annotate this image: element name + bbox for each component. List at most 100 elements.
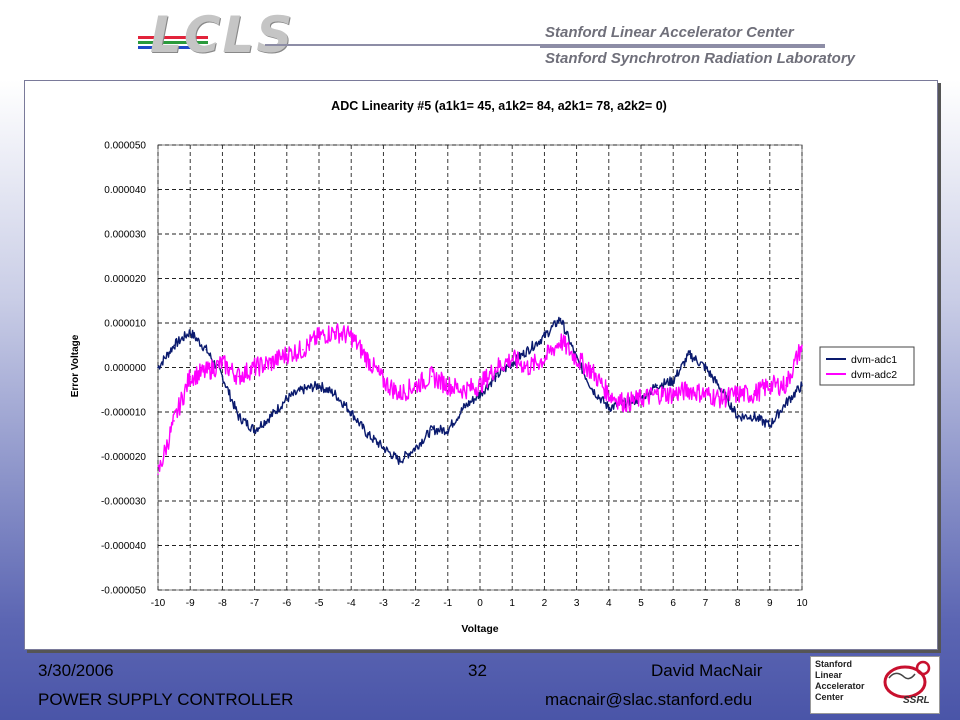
series-line-dvm-adc1 <box>157 316 803 465</box>
series-point-dvm-adc1 <box>591 388 594 391</box>
ssrl-logo: Stanford Linear Accelerator Center SSRL <box>810 656 940 714</box>
lab-name-slac: Stanford Linear Accelerator Center <box>545 24 794 41</box>
series-point-dvm-adc1 <box>189 331 191 333</box>
series-point-dvm-adc2 <box>382 380 385 382</box>
footer-author: David MacNair <box>651 661 763 680</box>
series-line-dvm-adc2 <box>157 323 803 472</box>
series-point-dvm-adc2 <box>398 393 401 396</box>
series-point-dvm-adc2 <box>591 371 594 373</box>
y-tick-label: -0.000050 <box>101 586 146 597</box>
series-point-dvm-adc1 <box>736 415 739 418</box>
series-point-dvm-adc2 <box>350 335 353 338</box>
series-point-dvm-adc1 <box>398 460 401 462</box>
header-divider-lower <box>540 46 825 48</box>
ssrl-badge: SSRL <box>903 695 930 706</box>
series-point-dvm-adc1 <box>479 393 481 396</box>
footer-email: macnair@slac.stanford.edu <box>545 690 753 709</box>
logo-line-3: Accelerator <box>815 681 865 691</box>
series-point-dvm-adc1 <box>334 393 336 396</box>
series-point-dvm-adc1 <box>752 415 755 418</box>
series-point-dvm-adc1 <box>237 415 240 418</box>
series-point-dvm-adc2 <box>559 340 562 342</box>
x-tick-label: 3 <box>574 598 580 609</box>
series-point-dvm-adc1 <box>801 384 803 387</box>
series-point-dvm-adc1 <box>704 366 707 369</box>
series-point-dvm-adc2 <box>189 375 191 378</box>
x-tick-label: 8 <box>735 598 741 609</box>
x-tick-label: -2 <box>411 598 420 609</box>
series-point-dvm-adc1 <box>785 402 787 404</box>
series-point-dvm-adc1 <box>318 384 320 387</box>
series-point-dvm-adc1 <box>221 375 224 378</box>
series-point-dvm-adc1 <box>769 424 771 427</box>
footer-date: 3/30/2006 <box>38 661 114 680</box>
series-point-dvm-adc2 <box>334 331 336 333</box>
series-point-dvm-adc2 <box>801 344 803 347</box>
x-tick-label: -7 <box>250 598 259 609</box>
y-tick-label: 0.000020 <box>104 274 146 285</box>
series-point-dvm-adc2 <box>640 397 642 400</box>
series-point-dvm-adc1 <box>447 429 449 431</box>
x-tick-label: 9 <box>767 598 773 609</box>
x-tick-label: -6 <box>282 598 291 609</box>
series-point-dvm-adc2 <box>286 353 288 355</box>
y-tick-label: 0.000050 <box>104 141 146 152</box>
series-point-dvm-adc1 <box>688 353 691 355</box>
adc-linearity-chart: ADC Linearity #5 (a1k1= 45, a1k2= 84, a2… <box>70 99 915 635</box>
series-point-dvm-adc1 <box>286 397 288 400</box>
series-point-dvm-adc2 <box>318 335 320 338</box>
legend-label: dvm-adc1 <box>851 354 897 366</box>
x-tick-label: 4 <box>606 598 612 609</box>
x-tick-label: 10 <box>796 598 808 609</box>
series-point-dvm-adc1 <box>430 429 433 431</box>
lcls-logo: LCLS <box>150 6 295 64</box>
series-point-dvm-adc1 <box>608 406 610 409</box>
x-tick-label: -10 <box>151 598 166 609</box>
series-point-dvm-adc2 <box>221 362 224 364</box>
series-point-dvm-adc2 <box>495 366 497 369</box>
logo-line-2: Linear <box>815 670 843 680</box>
series-point-dvm-adc2 <box>704 393 707 396</box>
x-tick-label: -1 <box>443 598 452 609</box>
series-point-dvm-adc2 <box>302 348 304 351</box>
x-tick-label: -4 <box>347 598 356 609</box>
x-tick-label: 1 <box>509 598 515 609</box>
series-point-dvm-adc2 <box>253 366 256 369</box>
series-point-dvm-adc1 <box>205 348 208 351</box>
header-divider-upper <box>265 44 825 46</box>
y-tick-label: -0.000020 <box>101 452 146 463</box>
legend-label: dvm-adc2 <box>851 369 897 381</box>
series-point-dvm-adc2 <box>447 384 449 387</box>
x-tick-label: -9 <box>186 598 195 609</box>
series-point-dvm-adc2 <box>575 357 578 360</box>
legend-box <box>819 346 915 386</box>
series-point-dvm-adc1 <box>543 335 546 338</box>
ssrl-ring-icon <box>883 660 931 699</box>
x-tick-label: 2 <box>542 598 548 609</box>
x-tick-label: -8 <box>218 598 227 609</box>
x-tick-label: 0 <box>477 598 483 609</box>
series-point-dvm-adc1 <box>269 415 272 418</box>
series-point-dvm-adc2 <box>688 388 691 391</box>
series-point-dvm-adc2 <box>157 473 159 476</box>
series-point-dvm-adc2 <box>237 375 240 378</box>
y-tick-label: 0.000010 <box>104 319 146 330</box>
series-point-dvm-adc2 <box>269 362 272 364</box>
series-point-dvm-adc2 <box>736 393 739 396</box>
series-point-dvm-adc1 <box>511 362 513 364</box>
x-axis-label: Voltage <box>461 623 498 635</box>
series-point-dvm-adc2 <box>720 397 723 400</box>
footer-title: POWER SUPPLY CONTROLLER <box>38 690 294 709</box>
series-point-dvm-adc2 <box>785 384 787 387</box>
series-point-dvm-adc2 <box>672 393 674 396</box>
series-point-dvm-adc2 <box>752 393 755 396</box>
logo-line-1: Stanford <box>815 659 852 669</box>
series-point-dvm-adc1 <box>559 317 562 320</box>
series-point-dvm-adc2 <box>366 357 369 360</box>
y-tick-label: 0.000040 <box>104 185 146 196</box>
slide-number: 32 <box>468 661 487 680</box>
header: LCLS Stanford Linear Accelerator Center … <box>0 0 960 75</box>
series-point-dvm-adc2 <box>608 393 610 396</box>
series-point-dvm-adc2 <box>479 384 481 387</box>
series-point-dvm-adc1 <box>414 446 417 449</box>
